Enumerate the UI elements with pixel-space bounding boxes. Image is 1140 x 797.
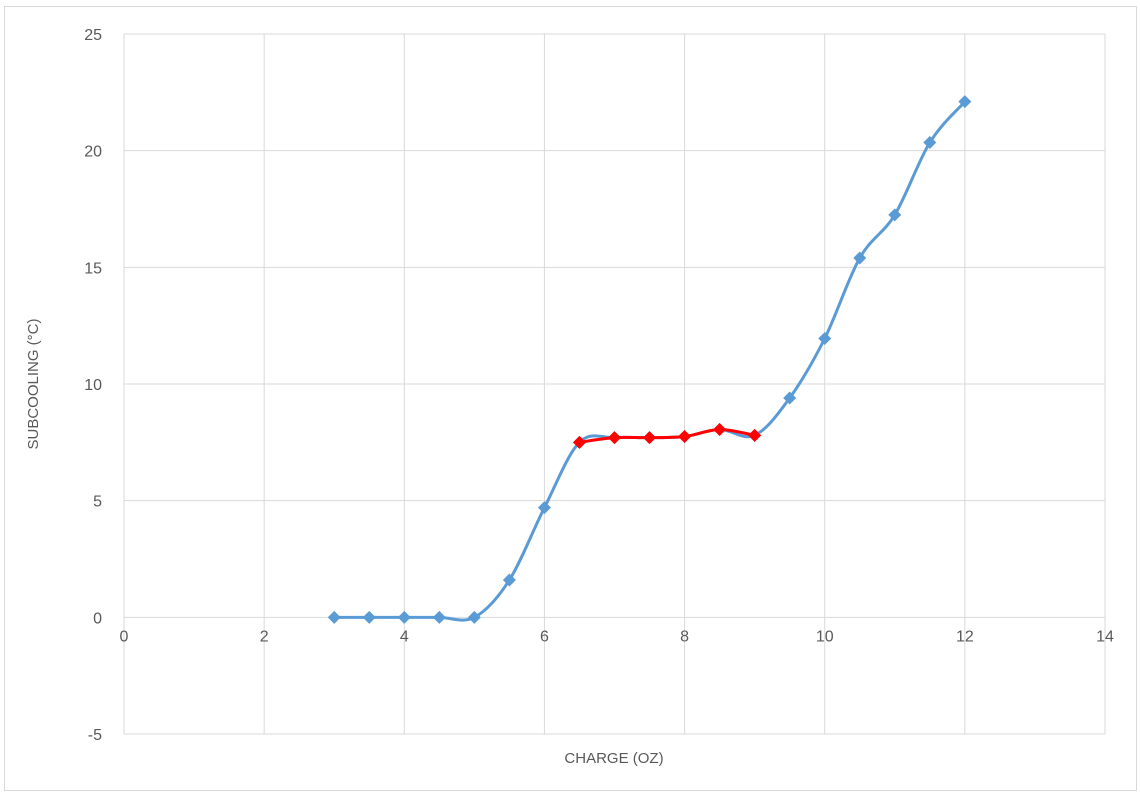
data-point [923,136,937,149]
data-point [432,610,446,624]
chart-frame [4,6,1137,791]
data-point [678,430,692,443]
series-0 [327,95,972,624]
x-tick-label: 10 [816,628,834,645]
x-tick-label: 8 [680,628,689,645]
y-tick-label: 10 [84,377,102,394]
x-tick-labels: 0 2 4 6 8 10 12 14 [120,628,1114,645]
data-point [818,332,832,345]
data-point [958,95,972,109]
data-point [502,573,516,587]
y-tick-label: 20 [84,144,102,161]
y-axis-title: SUBCOOLING (°C) [25,318,42,449]
y-tick-label: 25 [84,27,102,44]
data-point [572,435,586,449]
y-tick-label: 15 [84,260,102,277]
x-tick-label: 12 [956,628,974,645]
series-line [332,100,967,622]
x-tick-label: 4 [400,628,409,645]
series-layer [327,95,972,624]
data-point [783,391,797,405]
x-tick-label: 14 [1096,628,1114,645]
gridlines [123,33,1106,735]
data-point [537,501,551,515]
data-point [327,610,341,624]
x-tick-label: 6 [540,628,549,645]
series-1 [572,423,762,449]
y-tick-labels: -5 0 5 10 15 20 25 [84,27,102,744]
y-tick-label: -5 [88,727,102,744]
data-point [467,610,481,624]
x-axis-title: CHARGE (OZ) [564,750,663,767]
y-tick-label: 5 [93,494,102,511]
data-point [713,423,727,436]
data-point [643,431,657,445]
data-point [362,610,376,624]
data-point [397,610,411,624]
y-tick-label: 0 [93,610,102,627]
data-point [888,208,902,222]
data-point [853,251,867,265]
data-point [748,428,762,442]
x-tick-label: 0 [120,628,129,645]
x-tick-label: 2 [260,628,269,645]
data-point [608,431,621,445]
